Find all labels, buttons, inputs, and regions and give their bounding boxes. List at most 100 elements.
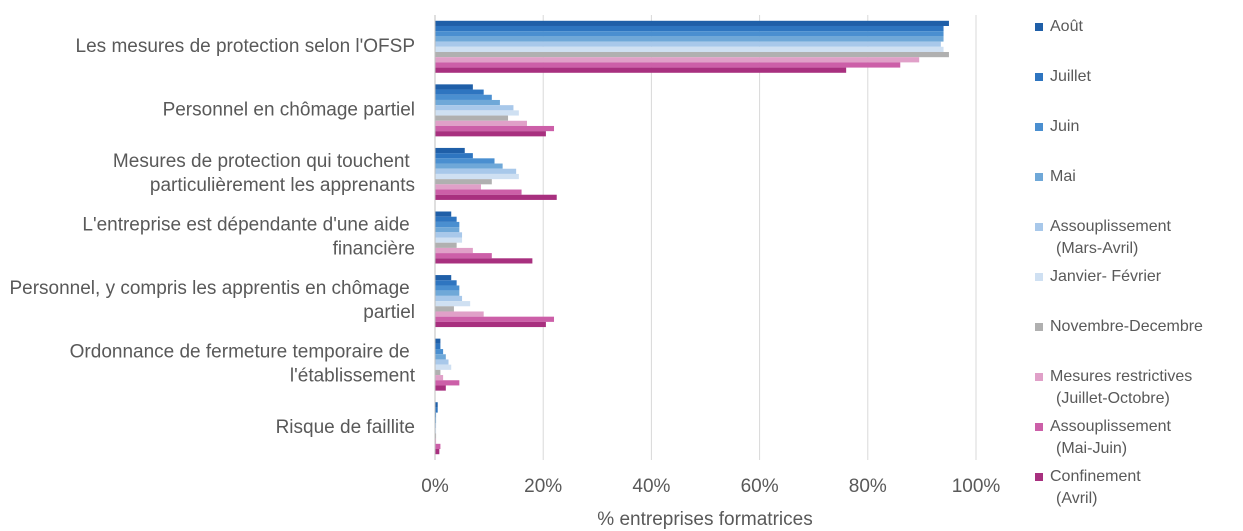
bar: [435, 57, 920, 63]
bar: [435, 62, 901, 68]
bar: [435, 311, 484, 317]
legend-swatch: [1035, 23, 1043, 31]
bar: [435, 179, 492, 185]
y-tick-label: Ordonnance de fermeture temporaire de l'…: [70, 342, 416, 387]
bar: [435, 275, 452, 281]
bar: [435, 99, 500, 106]
bar: [435, 364, 452, 370]
bar: [435, 125, 555, 132]
bar: [435, 189, 522, 195]
bar: [435, 158, 495, 164]
bar: [435, 407, 438, 413]
y-tick-label: Mesures de protection qui touchent parti…: [113, 151, 415, 196]
bar: [435, 20, 949, 26]
x-tick-label: 40%: [632, 476, 670, 497]
bar: [435, 316, 555, 322]
bar: [435, 301, 471, 307]
legend-label: Assouplissement (Mai-Juin): [1050, 418, 1175, 457]
bar: [435, 402, 438, 408]
y-tick-label: Les mesures de protection selon l'OFSP: [76, 36, 415, 57]
bar: [435, 258, 533, 264]
legend-label: Confinement (Avril): [1050, 468, 1145, 507]
bar: [435, 227, 460, 233]
bar: [435, 253, 492, 259]
bar: [435, 163, 503, 169]
bar: [435, 221, 460, 228]
bar: [435, 349, 444, 355]
legend-label: Mesures restrictives (Juillet-Octobre): [1050, 368, 1197, 407]
bar: [435, 105, 514, 111]
bar: [435, 120, 527, 126]
bar: [435, 84, 473, 90]
bar: [435, 25, 944, 32]
bar: [435, 89, 484, 95]
bar: [435, 375, 444, 381]
bar: [435, 433, 437, 439]
bar: [435, 423, 437, 429]
legend-label: Juillet: [1050, 68, 1091, 85]
bar: [435, 438, 437, 444]
legend-swatch: [1035, 273, 1043, 281]
bar: [435, 321, 546, 328]
bar: [435, 385, 446, 391]
bar: [435, 184, 481, 190]
bar: [435, 211, 452, 217]
bar: [435, 354, 446, 360]
legend-swatch: [1035, 123, 1043, 131]
bar: [435, 94, 492, 100]
y-tick-label: Risque de faillite: [276, 417, 415, 438]
legend-label: Assouplissement (Mars-Avril): [1050, 218, 1175, 257]
bar: [435, 153, 473, 159]
bar: [435, 417, 437, 424]
bar: [435, 46, 944, 52]
y-tick-label: Personnel en chômage partiel: [163, 99, 415, 120]
bar: [435, 280, 457, 286]
bar: [435, 359, 449, 365]
bar: [435, 216, 457, 222]
x-axis-label: % entreprises formatrices: [597, 509, 812, 530]
bar: [435, 380, 460, 386]
bar: [435, 31, 944, 37]
bar: [435, 369, 441, 376]
x-tick-label: 60%: [741, 476, 779, 497]
legend-swatch: [1035, 473, 1043, 481]
legend-label: Mai: [1050, 168, 1076, 185]
bar: [435, 306, 454, 312]
bar: [435, 131, 546, 137]
bar: [435, 237, 463, 243]
bar: [435, 449, 440, 455]
legend-label: Novembre-Decembre: [1050, 318, 1203, 335]
bar: [435, 295, 463, 302]
legend-label: Janvier- Février: [1050, 268, 1162, 285]
bar: [435, 41, 941, 47]
bar: [435, 168, 517, 174]
bar: [435, 412, 437, 418]
bar: [435, 36, 944, 42]
bar: [435, 67, 847, 73]
bar: [435, 147, 465, 154]
legend-label: Août: [1050, 18, 1083, 35]
legend-label: Juin: [1050, 118, 1079, 135]
bar: [435, 242, 457, 248]
bar: [435, 285, 460, 291]
bar: [435, 443, 441, 450]
x-tick-label: 20%: [524, 476, 562, 497]
bar: [435, 338, 441, 344]
bar: [435, 290, 460, 296]
bar: [435, 232, 463, 238]
legend-swatch: [1035, 73, 1043, 81]
bar: [435, 173, 519, 180]
bar: [435, 194, 557, 200]
legend-swatch: [1035, 373, 1043, 381]
x-tick-label: 100%: [952, 476, 1001, 497]
bar: [435, 115, 509, 121]
y-tick-label: Personnel, y compris les apprentis en ch…: [9, 278, 415, 323]
legend-swatch: [1035, 423, 1043, 431]
bar: [435, 247, 473, 254]
bar: [435, 428, 437, 434]
x-tick-label: 0%: [421, 476, 449, 497]
bar: [435, 110, 519, 116]
legend-swatch: [1035, 323, 1043, 331]
legend-swatch: [1035, 173, 1043, 181]
